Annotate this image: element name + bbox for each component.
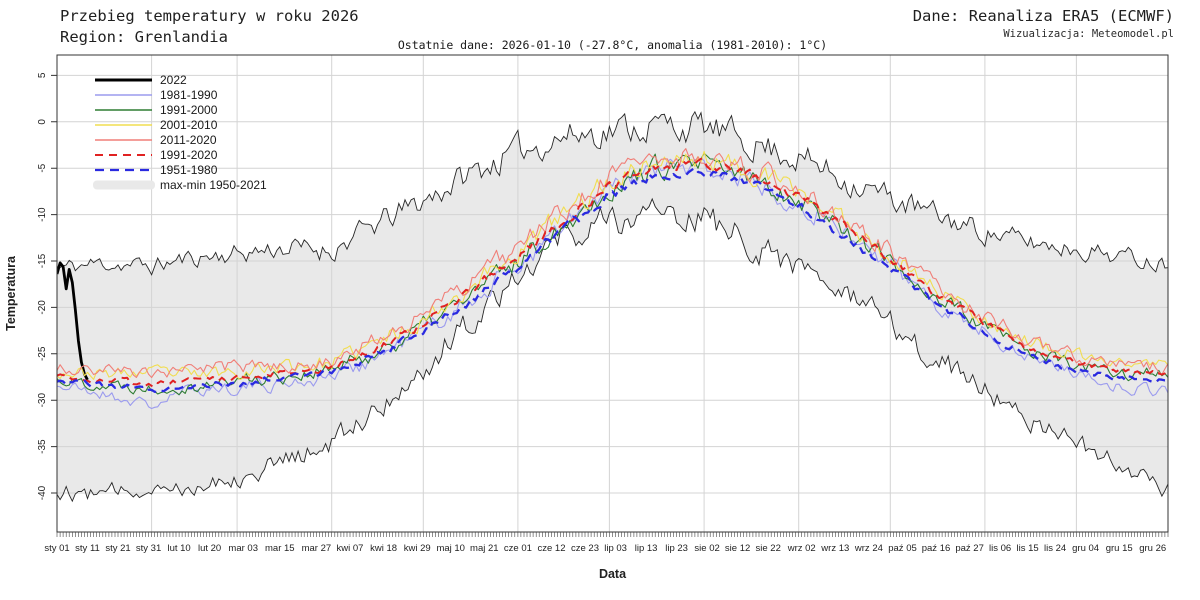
- x-tick-label: sty 11: [75, 543, 100, 554]
- x-tick-label: wrz 02: [787, 543, 816, 554]
- y-tick-label: -35: [37, 439, 48, 454]
- legend-label-band: max-min 1950-2021: [160, 178, 267, 192]
- series-line-m1991: [57, 157, 1168, 387]
- x-tick-label: cze 12: [538, 543, 566, 554]
- x-tick-label: gru 15: [1106, 543, 1133, 554]
- series-line-d2001: [57, 150, 1168, 380]
- last-data-subtitle: Ostatnie dane: 2026-01-10 (-27.8°C, anom…: [397, 38, 828, 52]
- x-tick-label: paź 16: [922, 543, 951, 554]
- x-tick-label: mar 15: [265, 543, 295, 554]
- x-tick-label: gru 04: [1072, 543, 1099, 554]
- page-title: Przebieg temperatury w roku 2026: [60, 7, 359, 25]
- data-source-label: Dane: Reanaliza ERA5 (ECMWF): [912, 7, 1174, 25]
- legend: 20221981-19901991-20002001-20102011-2020…: [93, 73, 267, 192]
- x-tick-label: lut 10: [167, 543, 190, 554]
- legend-label-m1991: 1991-2020: [160, 148, 218, 162]
- x-tick-label: gru 26: [1139, 543, 1166, 554]
- x-tick-label: cze 01: [504, 543, 532, 554]
- y-axis-ticks: [51, 74, 57, 494]
- y-tick-label: -40: [37, 485, 48, 500]
- x-tick-label: sie 02: [694, 543, 719, 554]
- x-tick-label: lis 24: [1044, 543, 1066, 554]
- y-tick-label: -5: [37, 163, 48, 172]
- legend-label-s2022: 2022: [160, 73, 187, 87]
- x-tick-label: maj 21: [470, 543, 499, 554]
- x-tick-label: sty 21: [105, 543, 130, 554]
- x-tick-label: lut 20: [198, 543, 221, 554]
- y-tick-label: -15: [37, 253, 48, 268]
- series-line-m1951: [57, 166, 1168, 394]
- x-tick-label: sie 12: [725, 543, 750, 554]
- y-axis-title: Temperatura: [4, 255, 18, 331]
- y-tick-label: -25: [37, 346, 48, 361]
- legend-label-d1981: 1981-1990: [160, 88, 218, 102]
- x-tick-label: kwi 07: [337, 543, 364, 554]
- legend-label-d2001: 2001-2010: [160, 118, 218, 132]
- visualization-credit: Wizualizacja: Meteomodel.pl: [1003, 28, 1174, 40]
- y-tick-label: 0: [37, 119, 48, 125]
- grid-lines: [57, 55, 1168, 532]
- y-tick-label: -20: [37, 300, 48, 315]
- x-tick-label: wrz 24: [854, 543, 883, 554]
- band-min-line: [57, 197, 1168, 503]
- x-tick-label: paź 27: [955, 543, 984, 554]
- x-tick-label: sty 31: [136, 543, 161, 554]
- x-tick-label: cze 23: [571, 543, 599, 554]
- series-line-d1981: [57, 157, 1168, 410]
- legend-label-d2011: 2011-2020: [160, 133, 217, 147]
- x-tick-label: lip 03: [604, 543, 627, 554]
- x-tick-label: sty 01: [44, 543, 69, 554]
- x-tick-label: paź 05: [888, 543, 917, 554]
- x-tick-label: mar 27: [302, 543, 332, 554]
- x-tick-label: mar 03: [228, 543, 258, 554]
- x-tick-label: lip 23: [665, 543, 688, 554]
- x-tick-label: lis 15: [1017, 543, 1039, 554]
- x-tick-label: kwi 29: [404, 543, 431, 554]
- y-tick-label: -30: [37, 393, 48, 408]
- x-tick-label: kwi 18: [370, 543, 397, 554]
- x-tick-label: maj 10: [436, 543, 465, 554]
- y-tick-label: 5: [37, 72, 48, 78]
- x-tick-label: wrz 13: [820, 543, 849, 554]
- y-tick-label: -10: [37, 207, 48, 222]
- x-axis-daily-ticks: [56, 532, 1169, 537]
- max-min-band: [57, 111, 1168, 502]
- series-line-d2011: [57, 148, 1168, 379]
- x-tick-label: lip 13: [635, 543, 658, 554]
- x-tick-label: sie 22: [756, 543, 781, 554]
- legend-swatch-band: [93, 180, 155, 190]
- band-max-line: [57, 110, 1168, 276]
- legend-label-m1951: 1951-1980: [160, 163, 218, 177]
- x-axis-title: Data: [599, 567, 627, 581]
- x-tick-label: lis 06: [989, 543, 1011, 554]
- legend-label-d1991: 1991-2000: [160, 103, 218, 117]
- page-region: Region: Grenlandia: [60, 28, 228, 46]
